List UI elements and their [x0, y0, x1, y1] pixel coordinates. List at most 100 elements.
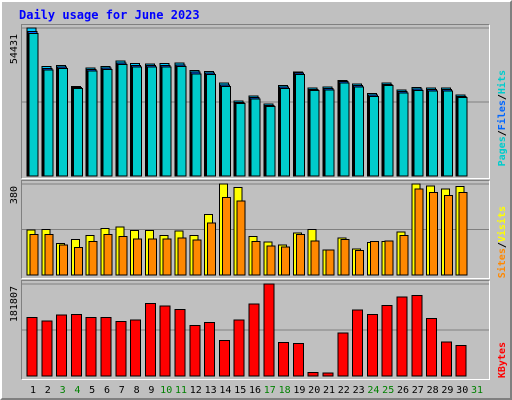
sites-bar-11 — [177, 237, 187, 276]
kbytes-bar-3 — [56, 314, 68, 377]
pages-bar-29 — [442, 90, 453, 177]
pages-bar-14 — [220, 85, 231, 177]
kbytes-bar-13 — [204, 322, 216, 377]
pages-bar-5 — [87, 70, 98, 177]
kbytes-bar-7 — [115, 320, 127, 377]
day-label-27: 27 — [412, 385, 424, 396]
kbytes-bar-30 — [455, 344, 467, 377]
kbytes-bar-23 — [352, 309, 364, 377]
pages-bar-9 — [146, 66, 157, 177]
pages-bar-23 — [354, 86, 365, 177]
day-label-13: 13 — [205, 385, 217, 396]
day-label-9: 9 — [148, 385, 154, 396]
day-label-3: 3 — [60, 385, 66, 396]
pages-bar-19 — [294, 74, 305, 177]
day-label-19: 19 — [293, 385, 305, 396]
pages-bar-7 — [117, 64, 128, 177]
pages-bar-2 — [43, 69, 54, 177]
day-label-18: 18 — [279, 385, 291, 396]
sites-bar-13 — [207, 222, 217, 276]
kbytes-bar-1 — [26, 317, 38, 377]
day-label-21: 21 — [323, 385, 335, 396]
pages-bar-25 — [383, 85, 394, 177]
sites-bar-17 — [266, 245, 276, 276]
pages-bar-22 — [339, 82, 350, 177]
sites-bar-2 — [44, 233, 54, 276]
day-label-17: 17 — [264, 385, 276, 396]
kbytes-bar-6 — [100, 316, 112, 377]
pages-bar-6 — [102, 68, 113, 177]
pages-bar-11 — [176, 65, 187, 177]
day-label-22: 22 — [338, 385, 350, 396]
sites-bar-18 — [281, 246, 291, 276]
day-label-16: 16 — [249, 385, 261, 396]
sites-bar-5 — [88, 240, 98, 276]
pages-bar-3 — [58, 67, 69, 177]
kbytes-bar-12 — [189, 324, 201, 377]
kbytes-bar-24 — [366, 313, 378, 377]
sites-bar-10 — [162, 238, 172, 276]
sites-bar-25 — [384, 240, 394, 276]
day-label-26: 26 — [397, 385, 409, 396]
day-label-25: 25 — [382, 385, 394, 396]
pages-bar-18 — [280, 87, 291, 177]
pages-bar-12 — [191, 73, 202, 177]
day-label-28: 28 — [427, 385, 439, 396]
kbytes-bar-26 — [396, 296, 408, 377]
day-label-7: 7 — [119, 385, 125, 396]
kbytes-bar-10 — [159, 305, 171, 377]
sites-bar-8 — [133, 238, 143, 276]
sites-bar-15 — [236, 200, 246, 276]
kbytes-bar-8 — [130, 319, 142, 377]
sites-bar-27 — [414, 188, 424, 276]
kbytes-bar-19 — [292, 342, 304, 377]
sites-bar-6 — [103, 233, 113, 276]
kbytes-bar-16 — [248, 303, 260, 377]
kbytes-bar-15 — [233, 319, 245, 377]
sites-bar-3 — [59, 244, 69, 276]
day-label-20: 20 — [308, 385, 320, 396]
sites-bar-23 — [355, 250, 365, 276]
sites-bar-22 — [340, 239, 350, 276]
sites-bar-4 — [73, 246, 83, 276]
pages-bar-26 — [398, 92, 409, 177]
day-label-11: 11 — [175, 385, 187, 396]
day-label-2: 2 — [45, 385, 51, 396]
kbytes-bar-20 — [307, 371, 319, 377]
day-label-5: 5 — [89, 385, 95, 396]
pages-bar-17 — [265, 106, 276, 177]
sites-bar-21 — [325, 249, 335, 276]
pages-bar-8 — [132, 66, 143, 177]
kbytes-bar-2 — [41, 320, 53, 377]
kbytes-bar-21 — [322, 372, 334, 377]
chart-title: Daily usage for June 2023 — [19, 8, 200, 22]
pages-bar-4 — [72, 88, 83, 177]
sites-bar-29 — [443, 194, 453, 276]
pages-bar-15 — [235, 103, 246, 177]
sites-bar-19 — [295, 233, 305, 276]
sites-bar-1 — [29, 233, 39, 276]
kbytes-bar-4 — [70, 313, 82, 377]
kbytes-bar-28 — [426, 317, 438, 377]
kbytes-bar-11 — [174, 309, 186, 377]
day-label-24: 24 — [367, 385, 379, 396]
pages-bar-24 — [368, 95, 379, 177]
day-label-23: 23 — [353, 385, 365, 396]
kbytes-bar-25 — [381, 305, 393, 377]
pages-bar-1 — [28, 33, 39, 177]
pages-bar-30 — [457, 97, 468, 177]
day-label-31: 31 — [471, 385, 483, 396]
sites-bar-12 — [192, 239, 202, 276]
day-label-14: 14 — [219, 385, 231, 396]
kbytes-bar-27 — [411, 295, 423, 377]
day-label-30: 30 — [456, 385, 468, 396]
kbytes-bar-9 — [144, 303, 156, 377]
sites-bar-9 — [147, 238, 157, 276]
sites-bar-20 — [310, 240, 320, 276]
day-label-29: 29 — [441, 385, 453, 396]
sites-bar-14 — [221, 197, 231, 276]
kbytes-bar-18 — [278, 342, 290, 377]
day-label-4: 4 — [74, 385, 80, 396]
pages-bar-21 — [324, 89, 335, 177]
